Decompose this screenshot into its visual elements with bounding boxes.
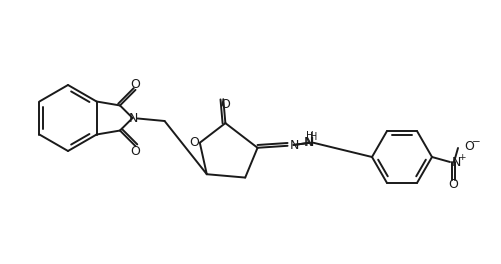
Text: O: O xyxy=(130,145,140,158)
Text: H: H xyxy=(309,132,317,142)
Text: O: O xyxy=(130,78,140,91)
Text: O: O xyxy=(188,136,198,149)
Text: O: O xyxy=(447,178,457,191)
Text: N: N xyxy=(129,111,138,125)
Text: +: + xyxy=(457,153,464,163)
Text: N: N xyxy=(289,139,298,152)
Text: H: H xyxy=(305,131,313,141)
Text: N: N xyxy=(303,136,313,149)
Text: N: N xyxy=(451,155,460,168)
Text: O: O xyxy=(220,98,230,111)
Text: N: N xyxy=(304,136,314,149)
Text: O: O xyxy=(463,139,473,153)
Text: −: − xyxy=(471,137,480,147)
